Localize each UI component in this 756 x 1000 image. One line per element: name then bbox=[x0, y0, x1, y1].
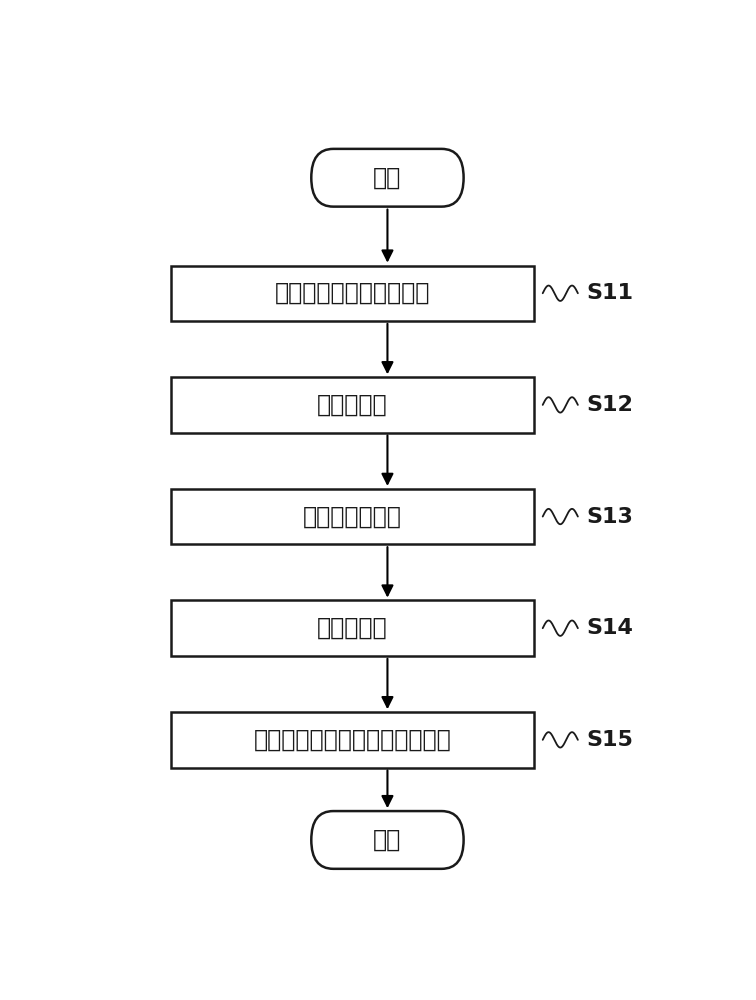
Bar bbox=[171, 377, 534, 433]
FancyBboxPatch shape bbox=[311, 149, 463, 207]
Bar bbox=[171, 266, 534, 321]
Bar bbox=[171, 489, 534, 544]
Text: 驱动操纵面: 驱动操纵面 bbox=[317, 393, 388, 417]
Text: 开始: 开始 bbox=[373, 166, 401, 190]
Text: S14: S14 bbox=[587, 618, 634, 638]
Text: S15: S15 bbox=[587, 730, 634, 750]
Text: 结束: 结束 bbox=[373, 828, 401, 852]
Text: S11: S11 bbox=[587, 283, 634, 303]
Bar bbox=[171, 600, 534, 656]
Text: S12: S12 bbox=[587, 395, 634, 415]
Text: 运算候补值: 运算候补值 bbox=[317, 616, 388, 640]
FancyBboxPatch shape bbox=[311, 811, 463, 869]
Text: 取得传感器信息: 取得传感器信息 bbox=[303, 505, 401, 529]
Text: S13: S13 bbox=[587, 507, 634, 527]
Bar bbox=[171, 712, 534, 768]
Text: 生成及输出舐角指令信号: 生成及输出舐角指令信号 bbox=[274, 281, 430, 305]
Text: 确定及输出空气动力系数推定值: 确定及输出空气动力系数推定值 bbox=[253, 728, 451, 752]
